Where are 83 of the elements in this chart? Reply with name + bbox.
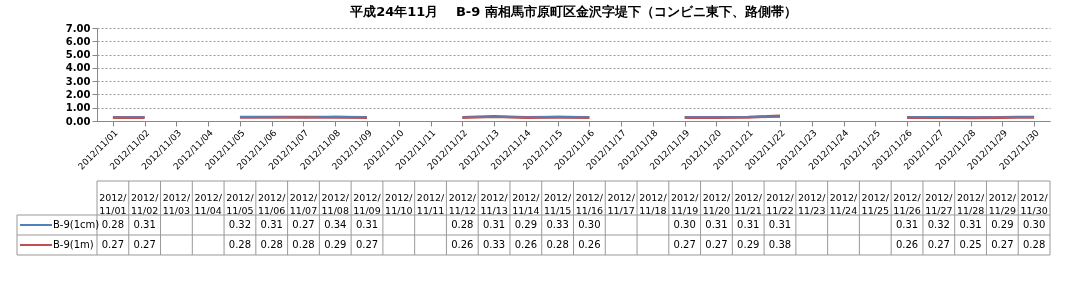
data-label: 0.31 xyxy=(133,219,156,230)
data-label: 0.28 xyxy=(101,219,125,230)
y-tick-label: 3.00 xyxy=(65,75,91,87)
category-label: 2012/11/05 xyxy=(226,192,254,216)
data-label: 0.31 xyxy=(355,219,379,230)
category-label: 2012/11/21 xyxy=(734,192,762,216)
category-label: 2012/11/13 xyxy=(480,192,508,216)
data-label: 0.30 xyxy=(673,219,696,230)
data-label: 0.26 xyxy=(895,239,919,250)
y-tick-label: 1.00 xyxy=(65,102,91,114)
data-label: 0.28 xyxy=(228,239,252,250)
category-label: 2012/11/23 xyxy=(798,192,826,216)
data-label: 0.28 xyxy=(260,239,283,250)
data-label: 0.27 xyxy=(355,239,379,250)
y-tick-label: 5.00 xyxy=(65,49,91,61)
data-label: 0.32 xyxy=(228,219,252,230)
data-label: 0.31 xyxy=(768,219,792,230)
category-label: 2012/11/14 xyxy=(512,192,540,216)
data-label: 0.28 xyxy=(546,239,569,250)
y-tick-label: 6.00 xyxy=(65,35,91,47)
data-label: 0.31 xyxy=(737,219,760,230)
data-label: 0.31 xyxy=(260,219,283,230)
category-label: 2012/11/01 xyxy=(99,192,127,216)
data-label: 0.27 xyxy=(133,239,156,250)
category-label: 2012/11/07 xyxy=(289,192,318,216)
y-tick-label: 2.00 xyxy=(65,88,91,100)
data-label: 0.27 xyxy=(927,239,950,250)
category-label: 2012/11/18 xyxy=(639,192,667,216)
data-label: 0.31 xyxy=(895,219,919,230)
data-label: 0.27 xyxy=(705,239,728,250)
data-label: 0.28 xyxy=(292,239,315,250)
category-label: 2012/11/26 xyxy=(893,192,921,216)
data-label: 0.29 xyxy=(324,239,347,250)
data-label: 0.33 xyxy=(482,239,506,250)
data-label: 0.26 xyxy=(578,239,601,250)
category-label: 2012/11/03 xyxy=(162,192,191,216)
data-label: 0.32 xyxy=(927,219,950,230)
category-label: 2012/11/16 xyxy=(575,192,604,216)
category-label: 2012/11/09 xyxy=(353,192,381,216)
category-label: 2012/11/24 xyxy=(829,192,858,216)
data-label: 0.30 xyxy=(578,219,601,230)
data-label: 0.34 xyxy=(324,219,347,230)
data-label: 0.31 xyxy=(959,219,982,230)
category-label: 2012/11/02 xyxy=(130,192,159,216)
y-tick-label: 0.00 xyxy=(65,115,91,127)
data-label: 0.26 xyxy=(514,239,537,250)
data-label: 0.26 xyxy=(451,239,474,250)
category-label: 2012/11/08 xyxy=(321,192,349,216)
data-label: 0.31 xyxy=(705,219,728,230)
data-label: 0.25 xyxy=(959,239,982,250)
data-label: 0.27 xyxy=(292,219,315,230)
data-label: 0.33 xyxy=(546,219,569,230)
category-label: 2012/11/10 xyxy=(385,192,413,216)
category-label: 2012/11/27 xyxy=(925,192,953,216)
data-label: 0.38 xyxy=(768,239,792,250)
category-label: 2012/11/30 xyxy=(1020,192,1048,216)
category-label: 2012/11/11 xyxy=(416,192,445,216)
y-tick-label: 4.00 xyxy=(65,62,91,74)
data-label: 0.29 xyxy=(991,219,1014,230)
category-label: 2012/11/06 xyxy=(258,192,286,216)
legend-label: B-9(1cm) xyxy=(53,219,100,230)
data-label: 0.28 xyxy=(1022,239,1046,250)
category-label: 2012/11/12 xyxy=(448,192,477,216)
category-label: 2012/11/25 xyxy=(861,192,889,216)
data-label: 0.30 xyxy=(1022,219,1046,230)
category-label: 2012/11/15 xyxy=(543,192,572,216)
y-tick-label: 7.00 xyxy=(65,22,91,34)
data-label: 0.29 xyxy=(514,219,537,230)
category-label: 2012/11/22 xyxy=(766,192,794,216)
legend-label: B-9(1m) xyxy=(53,239,94,250)
category-label: 2012/11/28 xyxy=(956,192,985,216)
category-label: 2012/11/29 xyxy=(988,192,1017,216)
data-label: 0.29 xyxy=(737,239,760,250)
category-label: 2012/11/17 xyxy=(607,192,635,216)
data-label: 0.27 xyxy=(101,239,125,250)
data-label: 0.27 xyxy=(991,239,1014,250)
data-label: 0.31 xyxy=(482,219,506,230)
category-label: 2012/11/19 xyxy=(670,192,699,216)
data-label: 0.28 xyxy=(451,219,474,230)
category-label: 2012/11/04 xyxy=(194,192,222,216)
data-label: 0.27 xyxy=(673,239,696,250)
chart-title: 平成24年11月 B-9 南相馬市原町区金沢字堤下（コンビニ東下、路側帯） xyxy=(349,4,797,19)
category-label: 2012/11/20 xyxy=(702,192,731,216)
